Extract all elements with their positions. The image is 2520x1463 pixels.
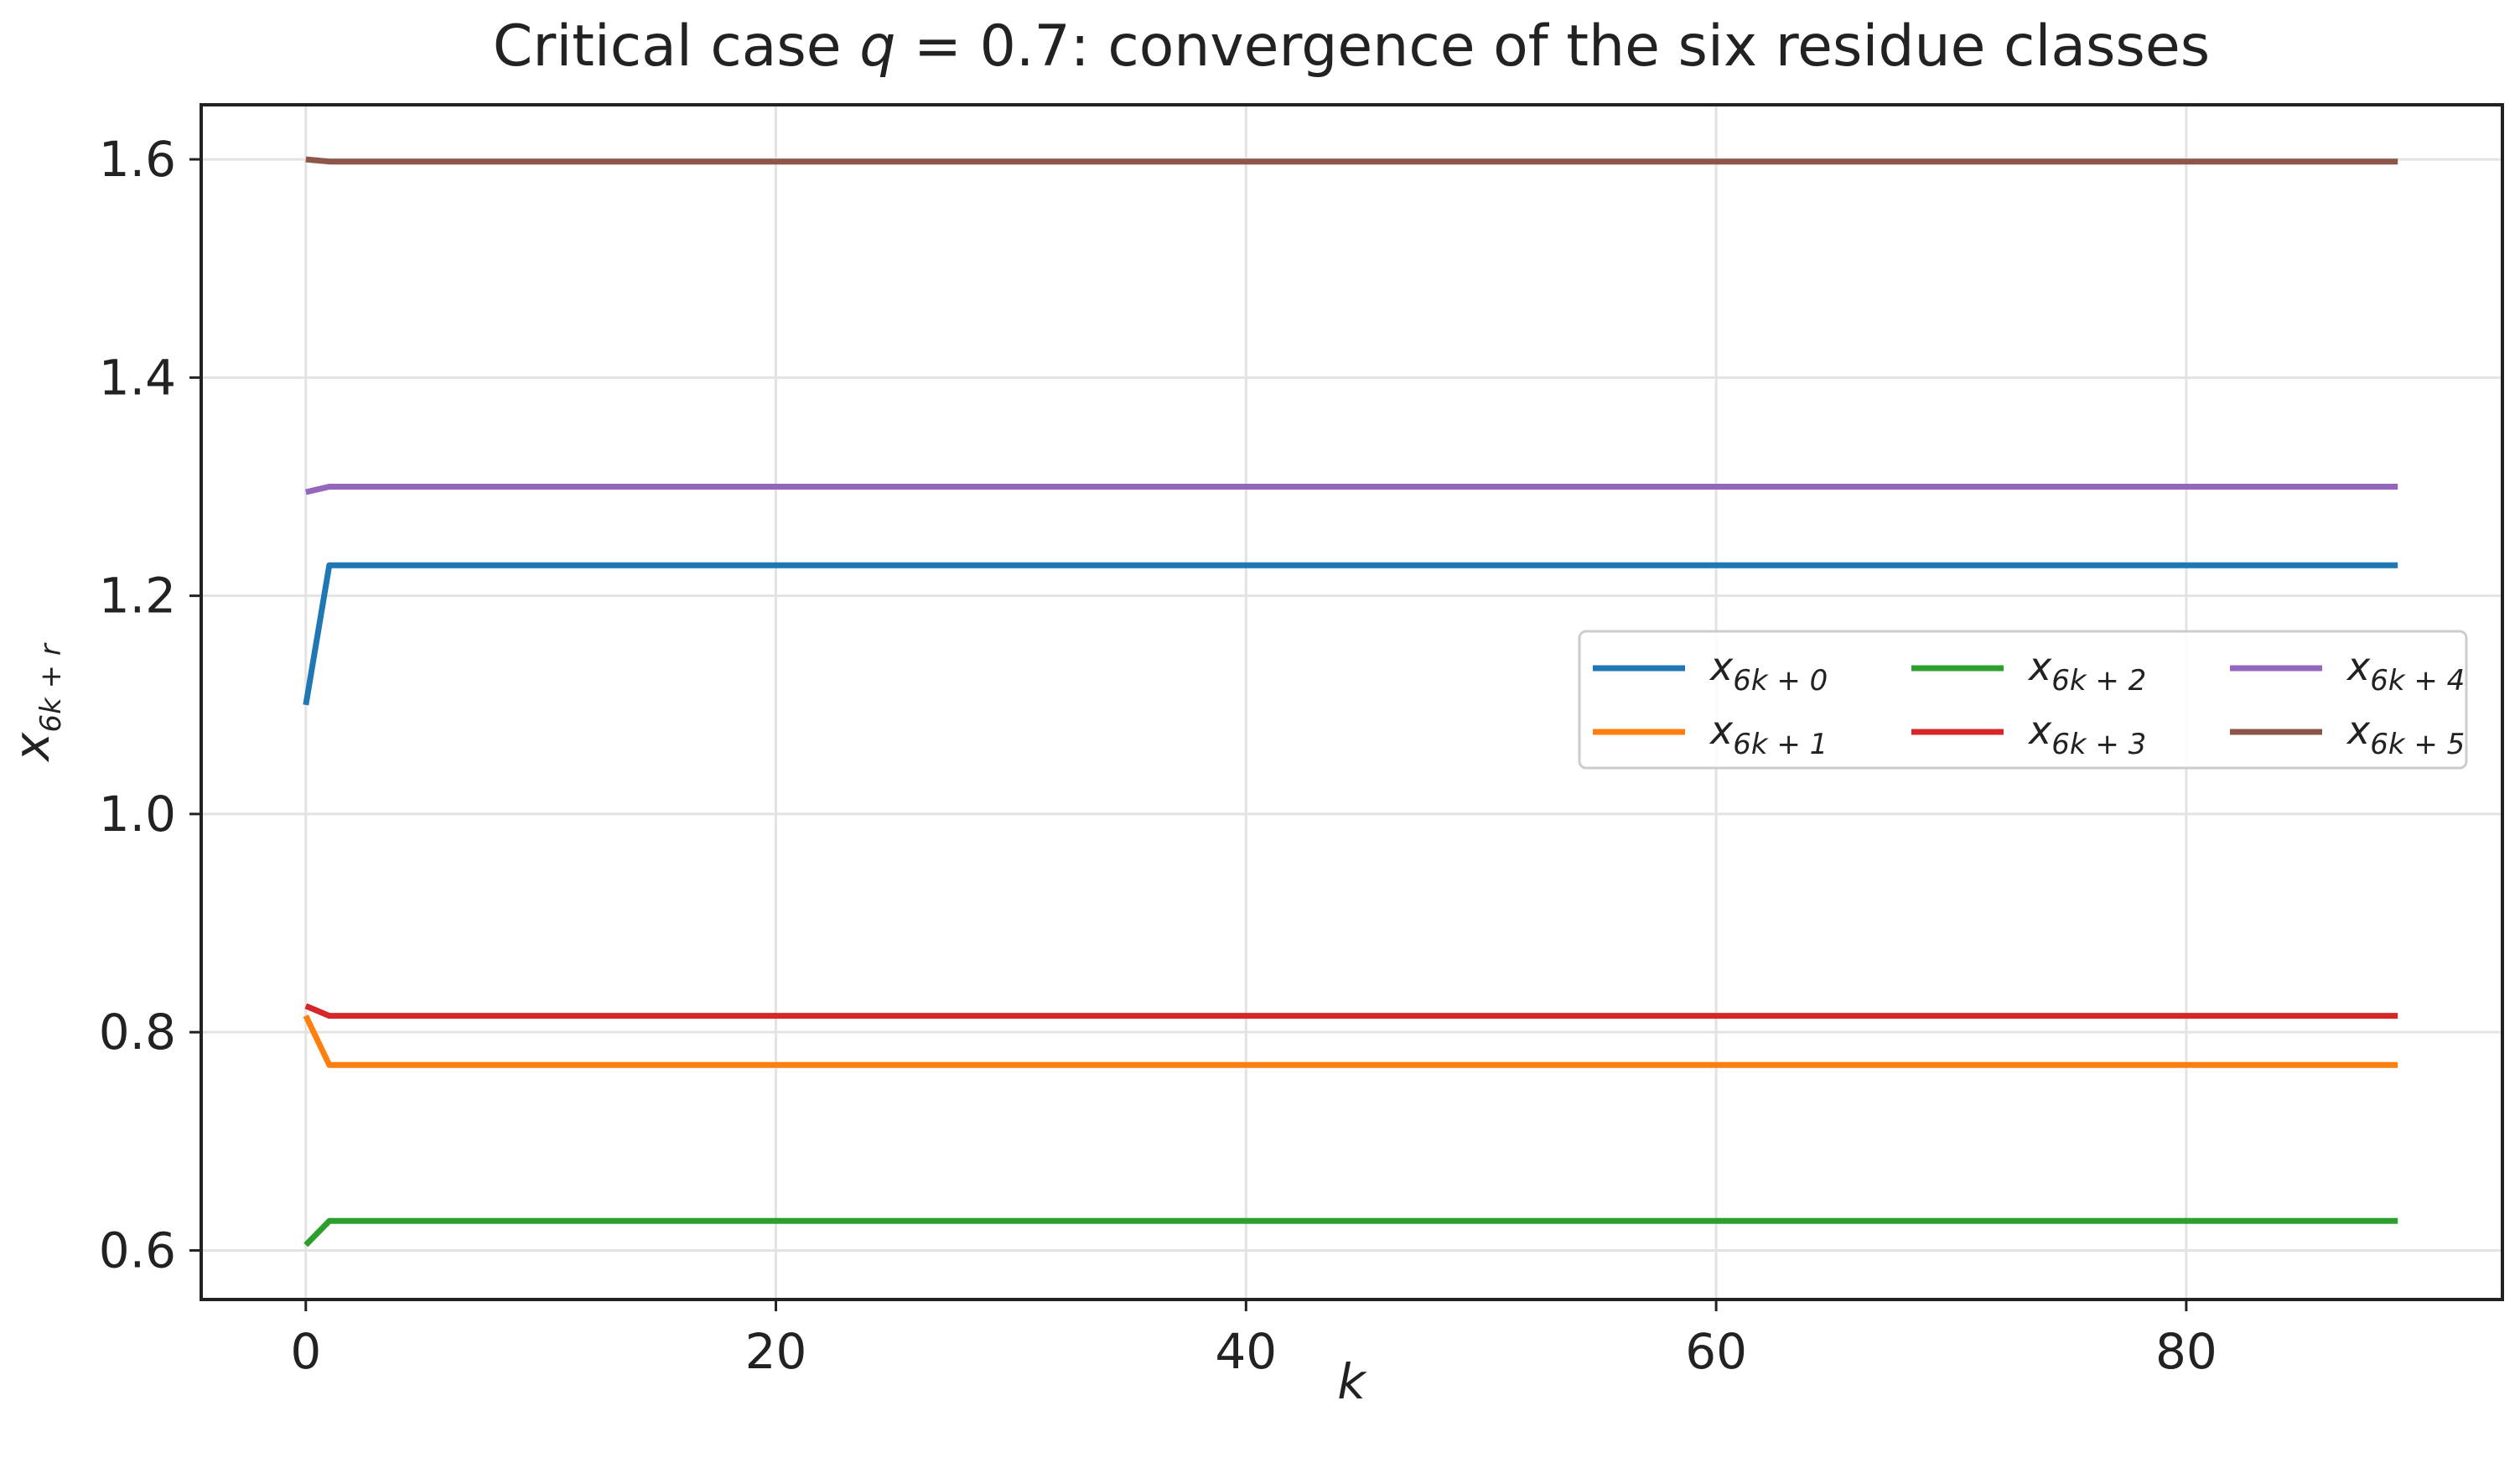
series-line-3 [304, 1003, 2398, 1019]
legend-entry: x6k + 1 [1709, 708, 1828, 761]
y-tick-label: 1.0 [99, 786, 176, 843]
series-line-4 [305, 484, 2398, 495]
series-line-5 [305, 156, 2398, 165]
y-tick-label: 1.2 [99, 568, 176, 625]
x-tick-label: 80 [2155, 1323, 2217, 1380]
y-ticks: 0.6 0.8 1.0 1.2 1.4 1.6 [99, 131, 201, 1279]
legend-entry: x6k + 4 [2346, 644, 2465, 698]
x-tick-label: 40 [1215, 1323, 1277, 1380]
series-line-1 [303, 1014, 2398, 1068]
x-tick-label: 60 [1685, 1323, 1747, 1380]
series-line-0 [303, 562, 2398, 706]
series-lines [303, 156, 2398, 1248]
y-axis-label: x6k + r [3, 642, 68, 763]
x-tick-label: 20 [745, 1323, 807, 1380]
series-line-2 [303, 1217, 2398, 1248]
legend-entry: x6k + 2 [2027, 644, 2146, 698]
x-axis-label: k [1337, 1353, 1367, 1410]
legend-entry: x6k + 3 [2027, 708, 2146, 761]
plot-frame [200, 103, 2504, 1301]
x-ticks: 0 20 40 60 80 [290, 1300, 2217, 1380]
x-tick-label: 0 [290, 1323, 321, 1380]
legend-entry: x6k + 5 [2346, 708, 2465, 761]
y-tick-label: 1.6 [99, 131, 176, 188]
y-tick-label: 0.6 [99, 1222, 176, 1279]
chart-title: Critical case q = 0.7: convergence of th… [493, 13, 2210, 80]
y-tick-label: 0.8 [99, 1004, 176, 1061]
y-tick-label: 1.4 [99, 349, 176, 406]
legend-entry: x6k + 0 [1709, 644, 1828, 698]
legend: x6k + 0 x6k + 1 x6k + 2 x6k + 3 x6k + 4 x6k +… [1578, 630, 2468, 770]
